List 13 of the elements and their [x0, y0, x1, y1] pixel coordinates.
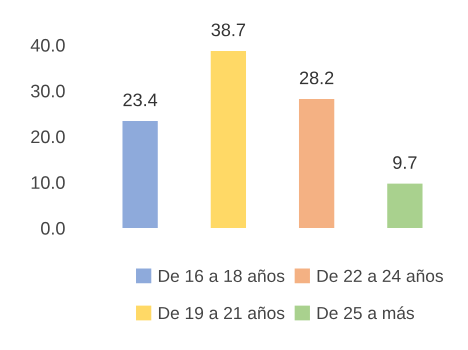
y-tick-label: 10.0 [32, 176, 65, 189]
data-label: 38.7 [211, 23, 246, 36]
y-tick-label: 0.0 [41, 222, 65, 235]
legend-label: De 25 a más [318, 306, 414, 320]
legend-label: De 16 a 18 años [158, 269, 284, 282]
legend-label: De 19 a 21 años [158, 306, 284, 320]
legend-label: De 22 a 24 años [318, 269, 443, 282]
y-tick-label: 20.0 [31, 130, 65, 144]
data-label: 28.2 [300, 72, 334, 84]
y-tick-label: 30.0 [30, 84, 65, 98]
data-label: 23.4 [123, 93, 158, 106]
data-label: 9.7 [393, 156, 417, 169]
y-tick-label: 40.0 [30, 38, 65, 52]
